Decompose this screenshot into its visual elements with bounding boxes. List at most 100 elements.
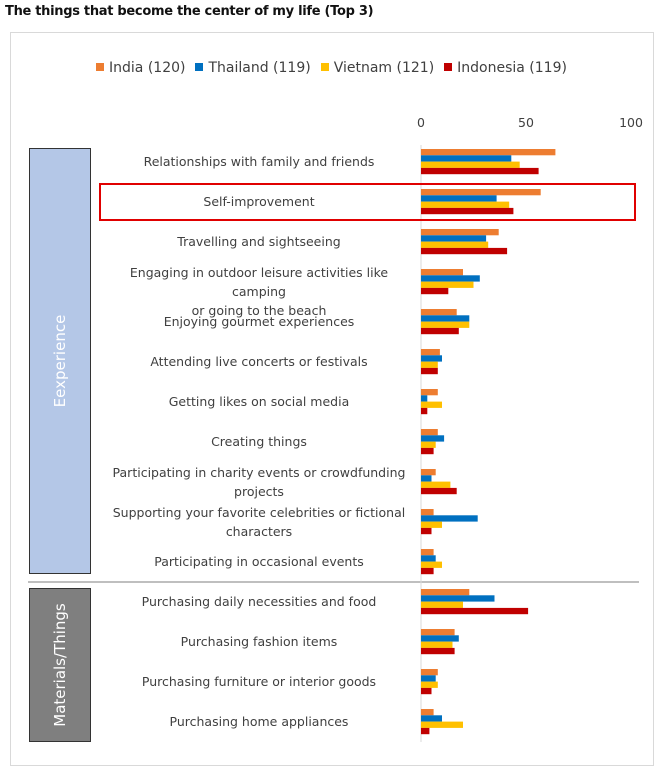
- bar: [421, 395, 428, 402]
- legend-label: Indonesia (119): [457, 60, 567, 76]
- legend-label: Vietnam (121): [333, 60, 435, 76]
- bar: [421, 635, 459, 642]
- bar: [421, 201, 510, 208]
- category-label: Engaging in outdoor leisure activities l…: [109, 263, 409, 320]
- category-label: Enjoying gourmet experiences: [109, 312, 409, 331]
- bar: [421, 167, 539, 175]
- category-label-line: Purchasing home appliances: [169, 714, 349, 730]
- bar: [421, 475, 432, 482]
- bar: [421, 321, 470, 328]
- legend-swatch: [195, 63, 204, 71]
- bar: [421, 435, 445, 442]
- bar: [421, 315, 470, 322]
- category-label: Attending live concerts or festivals: [109, 352, 409, 371]
- group-divider: [28, 581, 639, 583]
- bar: [421, 247, 508, 255]
- category-label: Self-improvement: [109, 192, 409, 211]
- chart-frame: [10, 32, 654, 766]
- category-label: Purchasing fashion items: [109, 632, 409, 651]
- category-label-line: Participating in occasional events: [154, 554, 364, 570]
- highlight-box: [99, 183, 636, 221]
- bar: [421, 675, 436, 682]
- bar: [421, 555, 436, 562]
- bar: [421, 447, 434, 455]
- bar: [421, 709, 434, 716]
- bar: [421, 235, 487, 242]
- bar: [421, 669, 438, 676]
- legend-swatch: [320, 63, 329, 71]
- bar: [421, 149, 556, 156]
- legend-item: India (120): [96, 60, 185, 76]
- legend: India (120) Thailand (119) Vietnam (121) In…: [0, 60, 663, 76]
- category-label-line: Getting likes on social media: [168, 394, 350, 410]
- legend-item: Indonesia (119): [444, 60, 567, 76]
- category-label-line: Purchasing furniture or interior goods: [141, 674, 377, 690]
- bar: [421, 715, 442, 722]
- bar: [421, 469, 436, 476]
- x-tick-label: 50: [518, 115, 534, 130]
- category-label-line: Participating in charity events or crowd…: [112, 464, 406, 480]
- legend-swatch: [96, 63, 105, 71]
- bar: [421, 589, 470, 596]
- category-label-line: Purchasing fashion items: [180, 634, 338, 650]
- bar: [421, 595, 495, 602]
- bar: [421, 687, 432, 695]
- bar: [421, 607, 529, 615]
- legend-label: India (120): [109, 60, 186, 76]
- bar: [421, 647, 455, 655]
- bar: [421, 361, 438, 368]
- category-label-line: Creating things: [211, 434, 307, 450]
- bar: [421, 189, 541, 196]
- bar: [421, 389, 438, 396]
- category-label-line: Enjoying gourmet experiences: [163, 314, 355, 330]
- bar: [421, 641, 453, 648]
- category-label-line: or going to the beach: [191, 302, 327, 318]
- bar: [421, 681, 438, 688]
- bar: [421, 629, 455, 636]
- x-tick-label: 0: [417, 115, 425, 130]
- chart-title: The things that become the center of my …: [5, 4, 374, 19]
- group-box-materials: Materials/Things: [29, 588, 91, 742]
- bar: [421, 229, 499, 236]
- bar: [421, 527, 432, 535]
- bar: [421, 309, 457, 316]
- bar: [421, 601, 463, 608]
- category-label: Supporting your favorite celebrities or …: [109, 503, 409, 541]
- bar: [421, 561, 442, 568]
- category-label: Getting likes on social media: [109, 392, 409, 411]
- bar: [421, 241, 489, 248]
- bar: [421, 155, 512, 162]
- group-box-experience: Eexperience: [29, 148, 91, 574]
- category-label: Purchasing home appliances: [109, 712, 409, 731]
- bar: [421, 441, 436, 448]
- legend-label: Thailand (119): [208, 60, 311, 76]
- bar: [421, 481, 451, 488]
- bar: [421, 287, 449, 295]
- bar: [421, 401, 442, 408]
- category-label: Relationships with family and friends: [109, 152, 409, 171]
- bar: [421, 509, 434, 516]
- category-label: Creating things: [109, 432, 409, 451]
- bar: [421, 567, 434, 575]
- bar: [421, 195, 497, 202]
- bar: [421, 549, 434, 556]
- bar: [421, 721, 463, 728]
- bar: [421, 275, 480, 282]
- category-label-line: Attending live concerts or festivals: [150, 354, 368, 370]
- category-label-line: Relationships with family and friends: [143, 154, 375, 170]
- legend-swatch: [444, 63, 453, 71]
- category-label-line: Engaging in outdoor leisure activities l…: [129, 264, 389, 299]
- legend-item: Vietnam (121): [320, 60, 435, 76]
- bar: [421, 281, 474, 288]
- category-label-line: Self-improvement: [203, 194, 315, 210]
- category-label: Participating in charity events or crowd…: [109, 463, 409, 501]
- bar: [421, 407, 428, 415]
- category-label-line: Purchasing daily necessities and food: [141, 594, 377, 610]
- bar: [421, 515, 478, 522]
- legend-item: Thailand (119): [195, 60, 311, 76]
- bar: [421, 367, 438, 375]
- bar: [421, 429, 438, 436]
- category-label-line: projects: [234, 483, 284, 499]
- category-label: Participating in occasional events: [109, 552, 409, 571]
